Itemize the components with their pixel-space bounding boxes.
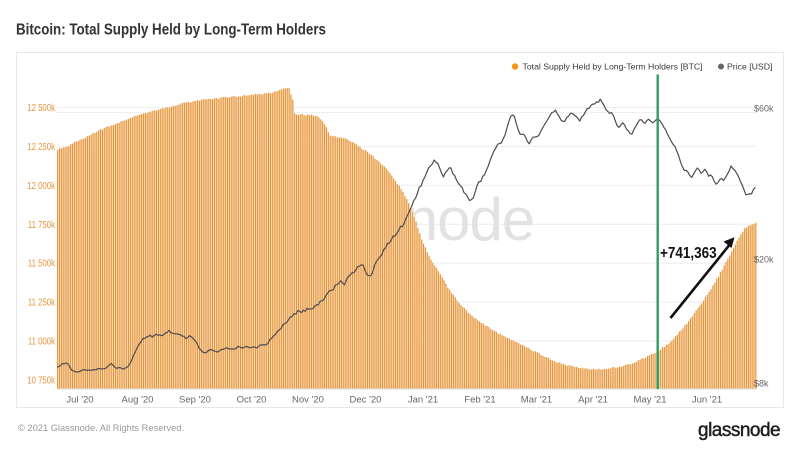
svg-text:11 250k: 11 250k <box>28 297 56 308</box>
svg-text:Jul '20: Jul '20 <box>66 395 93 406</box>
svg-text:$60k: $60k <box>754 104 774 114</box>
svg-text:12 000k: 12 000k <box>27 180 55 191</box>
svg-text:$20k: $20k <box>754 255 774 265</box>
svg-text:May '21: May '21 <box>634 395 667 406</box>
svg-text:Aug '20: Aug '20 <box>122 395 154 406</box>
svg-text:10 750k: 10 750k <box>27 374 55 385</box>
svg-text:$8k: $8k <box>754 379 769 389</box>
svg-text:glassnode: glassnode <box>698 420 780 441</box>
svg-text:Jan '21: Jan '21 <box>408 395 438 406</box>
svg-text:Oct '20: Oct '20 <box>237 395 267 406</box>
svg-text:Mar '21: Mar '21 <box>521 395 552 406</box>
svg-text:+741,363: +741,363 <box>660 245 717 262</box>
svg-text:Apr '21: Apr '21 <box>578 395 608 406</box>
svg-text:11 500k: 11 500k <box>28 258 56 269</box>
svg-text:Total Supply Held by Long-Term: Total Supply Held by Long-Term Holders [… <box>523 62 703 72</box>
svg-text:11 750k: 11 750k <box>28 219 56 230</box>
svg-text:Feb '21: Feb '21 <box>464 395 495 406</box>
svg-text:© 2021 Glassnode. All Rights R: © 2021 Glassnode. All Rights Reserved. <box>18 423 184 433</box>
svg-text:Jun '21: Jun '21 <box>692 395 722 406</box>
svg-text:11 000k: 11 000k <box>28 336 56 347</box>
svg-text:Sep '20: Sep '20 <box>179 395 211 406</box>
svg-text:Bitcoin: Total Supply Held by: Bitcoin: Total Supply Held by Long-Term … <box>16 22 326 39</box>
svg-text:Dec '20: Dec '20 <box>350 395 382 406</box>
svg-text:Price [USD]: Price [USD] <box>727 62 772 72</box>
svg-text:12 250k: 12 250k <box>27 141 55 152</box>
svg-text:Nov '20: Nov '20 <box>292 395 324 406</box>
svg-text:12 500k: 12 500k <box>27 102 55 113</box>
